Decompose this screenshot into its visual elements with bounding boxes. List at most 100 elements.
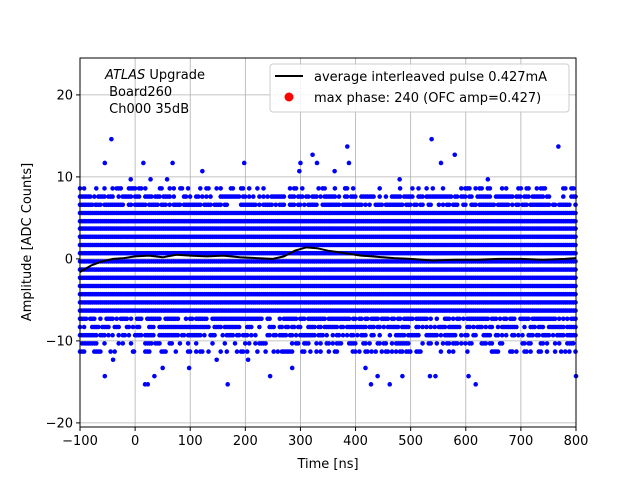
- sample-point: [503, 316, 509, 322]
- sample-point: [122, 332, 128, 338]
- sample-point: [155, 202, 160, 208]
- sample-point: [332, 186, 338, 191]
- sample-point: [106, 324, 111, 330]
- sample-point: [401, 332, 407, 338]
- x-tick-label: −100: [62, 434, 98, 449]
- sample-point: [138, 316, 144, 322]
- sample-point: [265, 194, 270, 199]
- sample-point: [440, 341, 446, 346]
- sample-point: [377, 194, 383, 199]
- sample-point: [87, 194, 93, 199]
- sample-point: [336, 202, 342, 208]
- sample-point: [414, 202, 419, 208]
- sample-point: [204, 316, 209, 322]
- sample-point: [310, 152, 315, 158]
- sample-point: [558, 349, 564, 354]
- sample-point: [291, 194, 297, 199]
- sample-point: [273, 332, 279, 338]
- sample-point: [114, 316, 119, 322]
- sample-point: [186, 365, 192, 371]
- x-tick-label: 700: [508, 434, 533, 449]
- sample-point: [552, 316, 558, 322]
- sample-point: [538, 349, 544, 354]
- sample-point: [389, 349, 395, 354]
- sample-point: [368, 382, 374, 387]
- sample-point: [98, 349, 103, 354]
- sample-point: [473, 382, 478, 387]
- sample-point: [536, 332, 542, 338]
- sample-point: [446, 202, 452, 208]
- y-axis-label: Amplitude [ADC Counts]: [20, 163, 35, 321]
- sample-point: [565, 316, 570, 322]
- sample-point: [93, 202, 98, 208]
- sample-point: [429, 136, 434, 142]
- sample-point: [459, 332, 464, 338]
- sample-point: [116, 194, 121, 199]
- sample-point: [167, 202, 172, 208]
- sample-point: [157, 194, 162, 199]
- sample-point: [385, 349, 391, 354]
- sample-point: [544, 341, 550, 346]
- sample-point: [124, 316, 130, 322]
- sample-point: [546, 194, 552, 199]
- sample-point: [149, 341, 154, 346]
- sample-point: [302, 316, 307, 322]
- x-tick-label: 600: [453, 434, 478, 449]
- x-tick-label: 300: [288, 434, 313, 449]
- sample-point: [483, 341, 489, 346]
- sample-point: [143, 202, 148, 208]
- sample-point: [561, 316, 566, 322]
- sample-point: [346, 160, 352, 166]
- sample-point: [110, 357, 116, 363]
- sample-point: [463, 202, 468, 208]
- sample-point: [459, 186, 464, 191]
- sample-point: [267, 373, 273, 379]
- sample-point: [332, 194, 338, 199]
- sample-point: [465, 332, 470, 338]
- sample-point: [532, 324, 537, 330]
- sample-point: [261, 186, 266, 191]
- annotation-channel: Ch000 35dB: [105, 102, 189, 117]
- sample-point: [295, 341, 301, 346]
- sample-point: [312, 324, 317, 330]
- sample-point: [363, 202, 368, 208]
- sample-point: [204, 194, 209, 199]
- sample-point: [138, 186, 144, 191]
- data-band: [77, 186, 578, 354]
- sample-point: [164, 177, 170, 182]
- sample-point: [567, 349, 572, 354]
- sample-point: [263, 349, 268, 354]
- sample-point: [212, 332, 217, 338]
- sample-point: [430, 186, 436, 191]
- sample-point: [163, 349, 168, 354]
- sample-point: [469, 341, 474, 346]
- sample-point: [389, 341, 395, 346]
- sample-point: [522, 324, 527, 330]
- sample-point: [281, 202, 287, 208]
- sample-point: [218, 324, 223, 330]
- sample-point: [130, 324, 136, 330]
- sample-point: [375, 373, 380, 379]
- sample-point: [206, 349, 211, 354]
- sample-point: [302, 202, 307, 208]
- sample-point: [499, 186, 505, 191]
- sample-point: [338, 341, 344, 346]
- annotation-board: Board260: [105, 85, 172, 100]
- sample-point: [454, 202, 460, 208]
- sample-point: [408, 202, 413, 208]
- sample-point: [240, 349, 246, 354]
- sample-point: [181, 332, 187, 338]
- legend-entry-maxphase: max phase: 240 (OFC amp=0.427): [314, 91, 541, 106]
- sample-point: [143, 186, 148, 191]
- sample-point: [116, 341, 121, 346]
- sample-point: [493, 316, 499, 322]
- sample-point: [297, 168, 302, 174]
- sample-point: [534, 186, 540, 191]
- sample-point: [563, 349, 568, 354]
- sample-point: [200, 194, 205, 199]
- sample-point: [253, 202, 258, 208]
- sample-point: [343, 186, 348, 191]
- sample-point: [461, 316, 466, 322]
- sample-point: [355, 332, 360, 338]
- sample-point: [340, 324, 346, 330]
